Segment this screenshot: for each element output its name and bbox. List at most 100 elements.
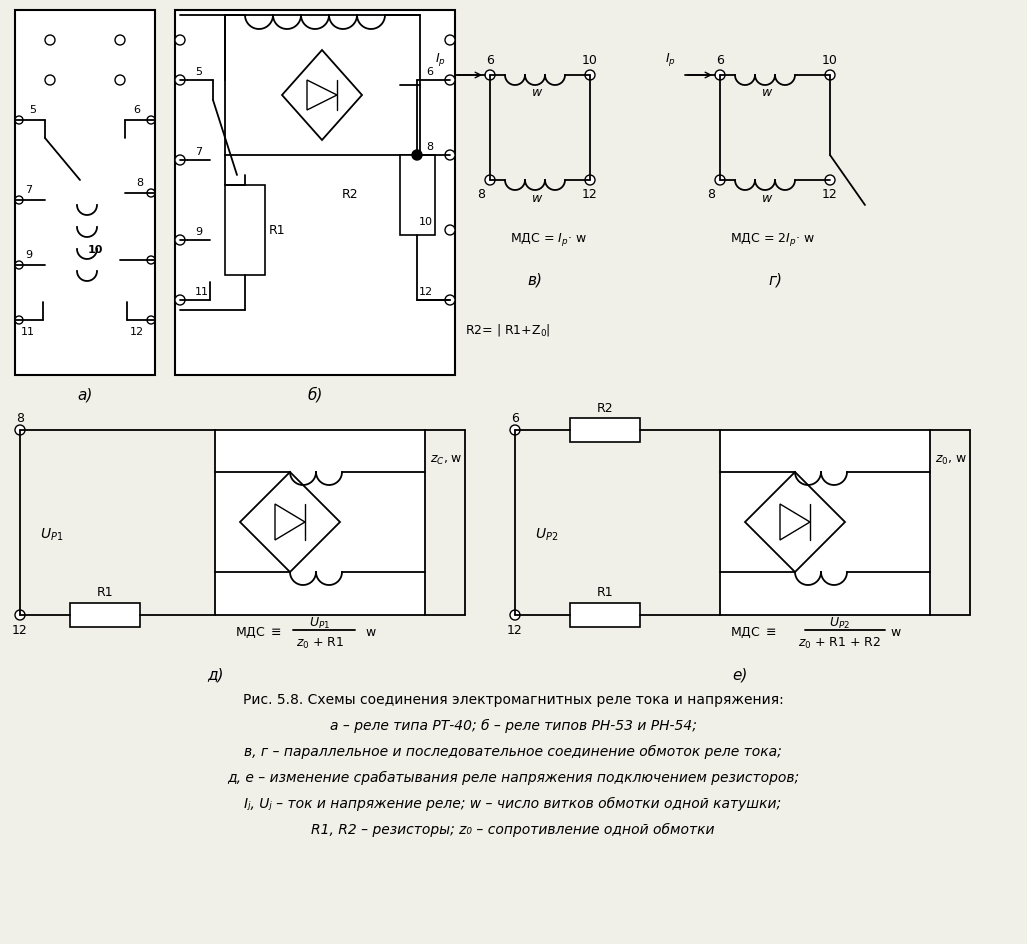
Text: $U_{Р1}$: $U_{Р1}$: [40, 527, 64, 543]
Text: 10: 10: [87, 245, 103, 255]
Bar: [570, 418, 640, 442]
Circle shape: [147, 116, 155, 124]
Circle shape: [485, 175, 495, 185]
Circle shape: [15, 261, 23, 269]
Bar: [400, 155, 435, 235]
Text: $z_0$, w: $z_0$, w: [935, 453, 967, 466]
Text: 12: 12: [419, 287, 433, 297]
Text: МДС $\equiv$: МДС $\equiv$: [730, 626, 776, 640]
Text: 8: 8: [477, 188, 485, 200]
Circle shape: [825, 175, 835, 185]
Text: w: w: [890, 627, 901, 639]
Text: R1: R1: [269, 224, 286, 237]
Text: 8: 8: [426, 142, 433, 152]
Text: 11: 11: [195, 287, 210, 297]
Circle shape: [115, 35, 125, 45]
Text: д): д): [206, 667, 223, 683]
Circle shape: [825, 70, 835, 80]
Text: R1, R2 – резисторы; z₀ – сопротивление одной обмотки: R1, R2 – резисторы; z₀ – сопротивление о…: [311, 823, 715, 837]
Circle shape: [15, 196, 23, 204]
Circle shape: [147, 256, 155, 264]
Text: $z_0$ + R1 + R2: $z_0$ + R1 + R2: [798, 635, 881, 650]
Bar: [215, 430, 425, 615]
Circle shape: [115, 75, 125, 85]
Text: МДС $\equiv$: МДС $\equiv$: [235, 626, 281, 640]
Circle shape: [175, 35, 185, 45]
Circle shape: [147, 316, 155, 324]
Circle shape: [175, 75, 185, 85]
Circle shape: [175, 295, 185, 305]
Circle shape: [715, 70, 725, 80]
Circle shape: [445, 295, 455, 305]
Circle shape: [715, 175, 725, 185]
Text: 12: 12: [507, 623, 523, 636]
Text: $U_{Р2}$: $U_{Р2}$: [535, 527, 559, 543]
Circle shape: [147, 189, 155, 197]
Text: 12: 12: [12, 623, 28, 636]
Circle shape: [445, 150, 455, 160]
Text: R2= | R1+Z$_0$|: R2= | R1+Z$_0$|: [465, 322, 550, 338]
Text: 7: 7: [26, 185, 33, 195]
Text: д, е – изменение срабатывания реле напряжения подключением резисторов;: д, е – изменение срабатывания реле напря…: [227, 771, 799, 785]
Circle shape: [15, 425, 25, 435]
Text: $I_р$: $I_р$: [664, 52, 676, 69]
Circle shape: [445, 75, 455, 85]
Text: 7: 7: [195, 147, 202, 157]
Bar: [570, 603, 640, 627]
Text: 10: 10: [419, 217, 433, 227]
Circle shape: [585, 70, 595, 80]
Bar: [225, 15, 420, 155]
Text: е): е): [732, 667, 748, 683]
Text: w: w: [762, 87, 772, 99]
Bar: [175, 10, 455, 375]
Bar: [225, 185, 265, 275]
Circle shape: [15, 610, 25, 620]
Text: 6: 6: [716, 55, 724, 68]
Text: R2: R2: [597, 401, 613, 414]
Text: 12: 12: [582, 188, 598, 200]
Text: $I_р$: $I_р$: [434, 52, 446, 69]
Circle shape: [175, 155, 185, 165]
Text: 10: 10: [822, 55, 838, 68]
Circle shape: [485, 70, 495, 80]
Text: 6: 6: [134, 105, 141, 115]
Text: 8: 8: [707, 188, 715, 200]
Text: 11: 11: [21, 327, 35, 337]
Text: R1: R1: [97, 586, 113, 599]
Text: 6: 6: [426, 67, 433, 77]
Text: Iⱼ, Uⱼ – ток и напряжение реле; w – число витков обмотки одной катушки;: Iⱼ, Uⱼ – ток и напряжение реле; w – числ…: [244, 797, 782, 811]
Text: Рис. 5.8. Схемы соединения электромагнитных реле тока и напряжения:: Рис. 5.8. Схемы соединения электромагнит…: [242, 693, 784, 707]
Text: б): б): [307, 387, 322, 403]
Text: R2: R2: [342, 189, 358, 201]
Text: 10: 10: [582, 55, 598, 68]
Text: w: w: [532, 192, 542, 205]
Text: 12: 12: [823, 188, 838, 200]
Bar: [70, 603, 140, 627]
Circle shape: [445, 225, 455, 235]
Text: 8: 8: [137, 178, 144, 188]
Text: w: w: [365, 627, 375, 639]
Circle shape: [15, 116, 23, 124]
Text: $z_C$, w: $z_C$, w: [430, 453, 463, 466]
Text: $U_{Р1}$: $U_{Р1}$: [309, 615, 331, 631]
Text: 5: 5: [195, 67, 202, 77]
Circle shape: [412, 150, 422, 160]
Text: а – реле типа РТ-40; б – реле типов РН-53 и РН-54;: а – реле типа РТ-40; б – реле типов РН-5…: [330, 719, 696, 733]
Text: г): г): [768, 273, 782, 288]
Text: МДС = 2$I_р$· w: МДС = 2$I_р$· w: [730, 231, 814, 248]
Circle shape: [175, 235, 185, 245]
Text: а): а): [77, 387, 92, 402]
Text: $U_{Р2}$: $U_{Р2}$: [830, 615, 850, 631]
Text: в, г – параллельное и последовательное соединение обмоток реле тока;: в, г – параллельное и последовательное с…: [244, 745, 782, 759]
Bar: [15, 10, 155, 375]
Text: 5: 5: [30, 105, 37, 115]
Text: R1: R1: [597, 586, 613, 599]
Circle shape: [45, 75, 55, 85]
Text: $z_0$ + R1: $z_0$ + R1: [296, 635, 344, 650]
Text: 8: 8: [16, 412, 24, 425]
Text: 9: 9: [26, 250, 33, 260]
Circle shape: [45, 35, 55, 45]
Circle shape: [510, 610, 520, 620]
Text: 6: 6: [486, 55, 494, 68]
Text: w: w: [532, 87, 542, 99]
